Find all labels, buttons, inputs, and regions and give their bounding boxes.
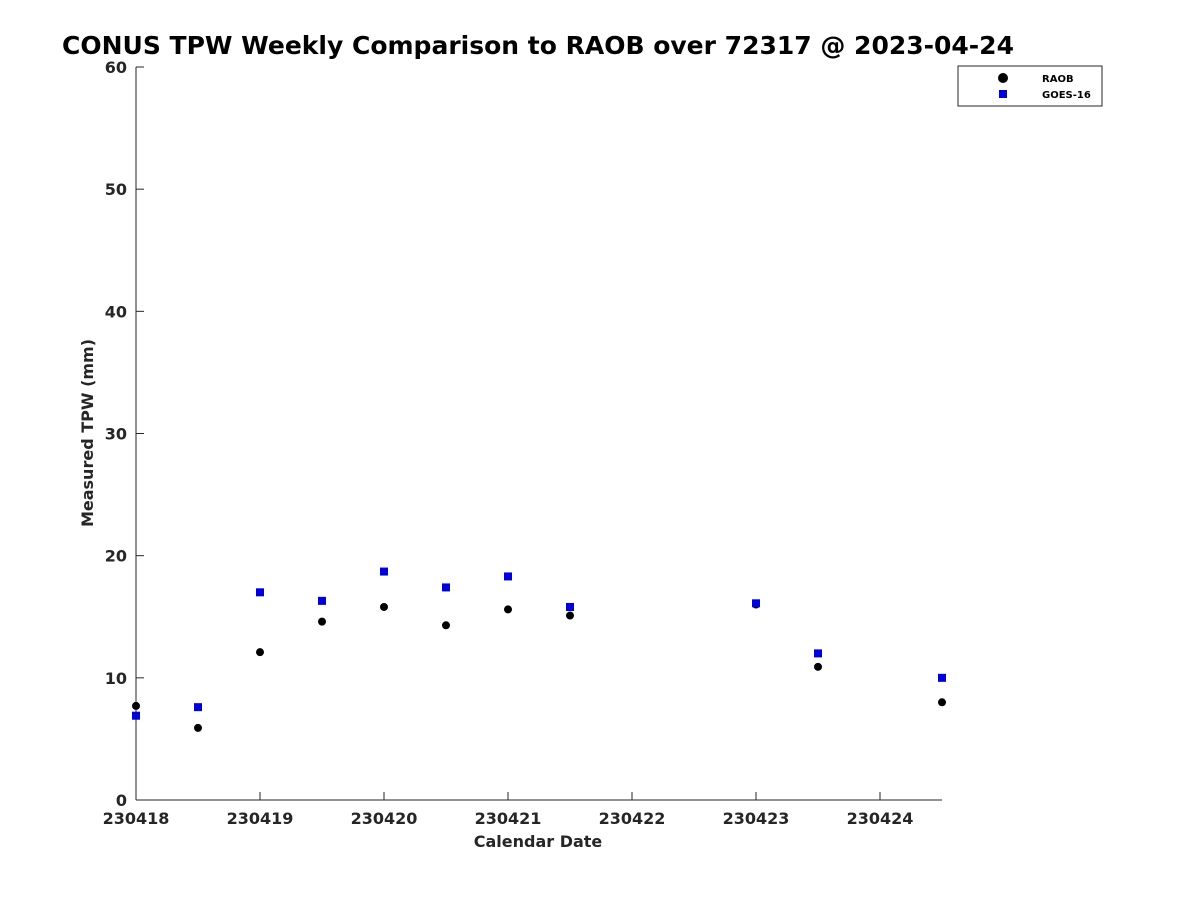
goes-16-point bbox=[132, 711, 140, 720]
x-axis-ticks: 230418 230419 230420 230421 230422 230423 2304… bbox=[103, 792, 914, 828]
raob-point bbox=[380, 602, 388, 611]
y-tick-label: 20 bbox=[105, 547, 127, 566]
raob-point bbox=[132, 701, 140, 710]
goes-16-point bbox=[938, 673, 946, 682]
plot-axes bbox=[135, 67, 942, 801]
y-tick-label: 50 bbox=[105, 180, 127, 199]
x-tick-label: 230419 bbox=[227, 809, 294, 828]
goes-16-point bbox=[752, 599, 760, 608]
goes-16-point bbox=[814, 649, 822, 658]
y-tick-label: 60 bbox=[105, 58, 127, 77]
x-tick-label: 230418 bbox=[103, 809, 170, 828]
chart-title: CONUS TPW Weekly Comparison to RAOB over… bbox=[62, 31, 1014, 60]
x-tick-label: 230424 bbox=[847, 809, 914, 828]
goes-16-point bbox=[194, 703, 202, 712]
legend-box bbox=[957, 65, 1103, 107]
goes-16-point bbox=[318, 596, 326, 605]
series-raob bbox=[132, 600, 946, 732]
x-tick-label: 230422 bbox=[599, 809, 666, 828]
y-tick-label: 40 bbox=[105, 302, 127, 321]
x-tick-label: 230420 bbox=[351, 809, 418, 828]
data-points bbox=[132, 567, 946, 732]
chart-legend: RAOB GOES-16 bbox=[957, 65, 1103, 107]
raob-point bbox=[938, 698, 946, 707]
goes-16-point bbox=[566, 602, 574, 611]
raob-point bbox=[814, 662, 822, 671]
x-tick-label: 230421 bbox=[475, 809, 542, 828]
legend-label-goes-16: GOES-16 bbox=[1042, 90, 1091, 101]
raob-point bbox=[318, 617, 326, 626]
raob-point bbox=[256, 648, 264, 657]
raob-point bbox=[566, 611, 574, 620]
legend-marker-goes-16 bbox=[999, 90, 1007, 98]
y-tick-label: 0 bbox=[116, 791, 127, 810]
raob-point bbox=[504, 605, 512, 614]
y-axis-ticks: 0 10 20 30 40 50 60 bbox=[105, 58, 144, 810]
raob-point bbox=[194, 723, 202, 732]
x-tick-label: 230423 bbox=[723, 809, 790, 828]
y-tick-label: 10 bbox=[105, 669, 127, 688]
goes-16-point bbox=[504, 572, 512, 581]
goes-16-point bbox=[380, 567, 388, 576]
legend-label-raob: RAOB bbox=[1042, 74, 1074, 85]
legend-marker-raob bbox=[998, 73, 1008, 83]
goes-16-point bbox=[256, 588, 264, 597]
y-axis-label: Measured TPW (mm) bbox=[78, 339, 97, 527]
y-tick-label: 30 bbox=[105, 425, 127, 444]
series-goes-16 bbox=[132, 567, 946, 720]
x-axis-label: Calendar Date bbox=[474, 832, 603, 851]
raob-point bbox=[442, 621, 450, 630]
goes-16-point bbox=[442, 583, 450, 592]
